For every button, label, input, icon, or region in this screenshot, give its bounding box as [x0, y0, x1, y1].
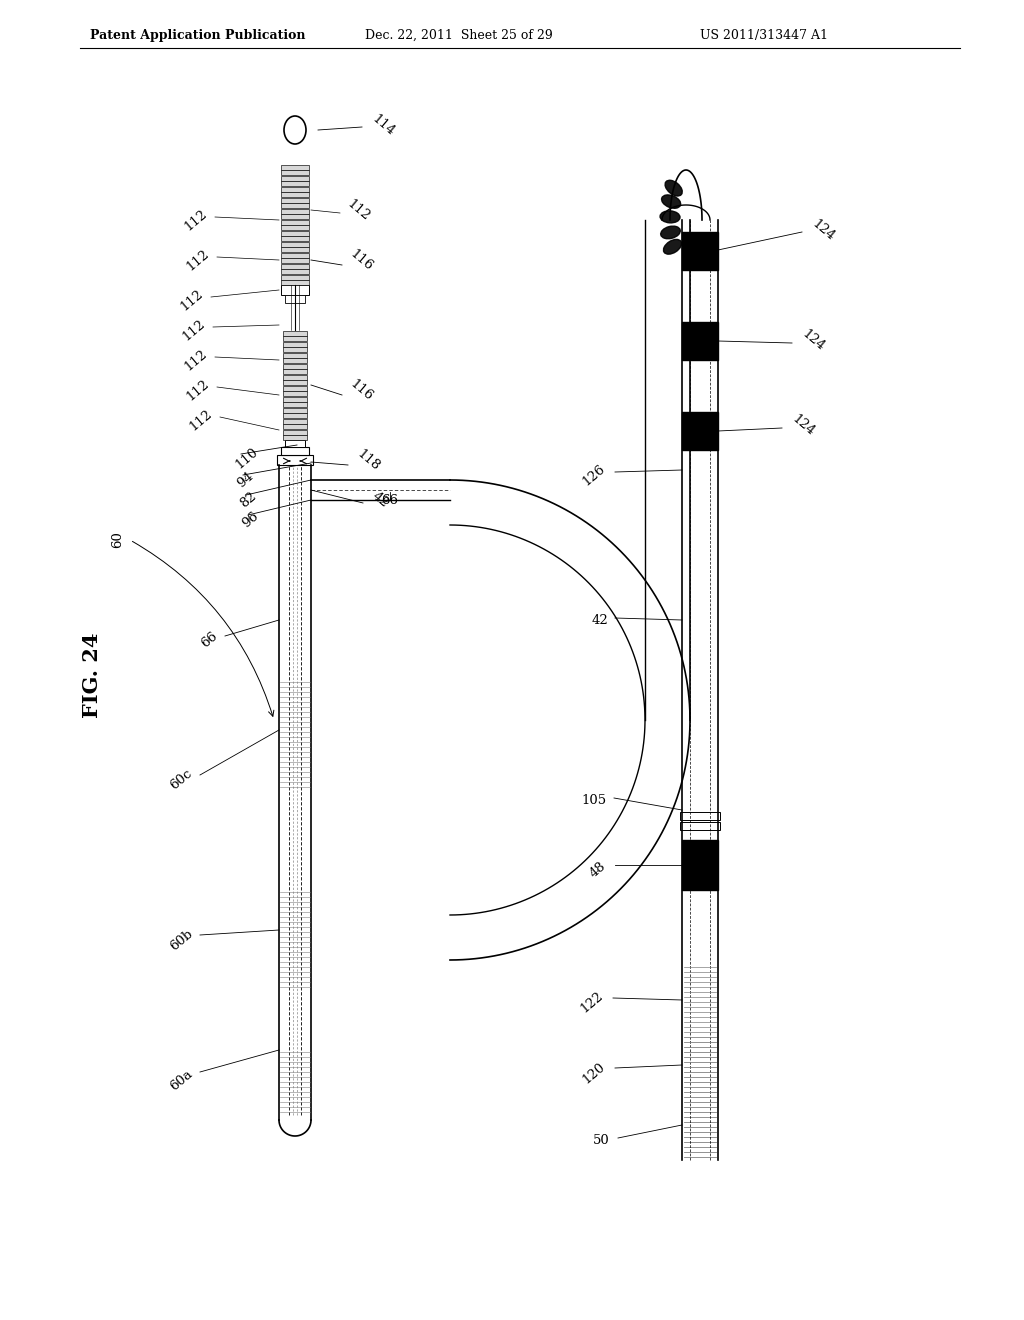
- Bar: [283, 363, 307, 368]
- Bar: [281, 264, 309, 268]
- Bar: [281, 280, 309, 285]
- Bar: [281, 247, 309, 252]
- Text: 112: 112: [184, 247, 212, 273]
- Text: 105: 105: [582, 793, 607, 807]
- Bar: [283, 375, 307, 380]
- Text: 110: 110: [233, 445, 260, 471]
- Text: 112: 112: [184, 378, 212, 403]
- Bar: [285, 294, 305, 304]
- Ellipse shape: [284, 116, 306, 144]
- Text: 96: 96: [240, 510, 261, 531]
- Text: 66: 66: [382, 494, 398, 507]
- Bar: [680, 822, 720, 830]
- Text: 82: 82: [238, 490, 259, 511]
- Bar: [281, 198, 309, 202]
- Text: 60c: 60c: [168, 767, 195, 793]
- Text: 50: 50: [593, 1134, 610, 1147]
- Text: 116: 116: [348, 247, 376, 273]
- Ellipse shape: [662, 195, 681, 209]
- Bar: [283, 413, 307, 418]
- Bar: [283, 370, 307, 374]
- Bar: [283, 424, 307, 429]
- Bar: [281, 236, 309, 242]
- Bar: [281, 275, 309, 280]
- Bar: [281, 242, 309, 247]
- Bar: [281, 214, 309, 219]
- Text: 48: 48: [587, 859, 608, 880]
- Text: US 2011/313447 A1: US 2011/313447 A1: [700, 29, 828, 41]
- Bar: [281, 219, 309, 224]
- Bar: [283, 429, 307, 434]
- Text: 60b: 60b: [167, 927, 195, 953]
- Bar: [283, 337, 307, 341]
- Text: 42: 42: [591, 614, 608, 627]
- Bar: [682, 232, 718, 271]
- Bar: [283, 358, 307, 363]
- Bar: [281, 191, 309, 197]
- Text: 112: 112: [345, 197, 373, 223]
- Bar: [281, 181, 309, 186]
- Bar: [281, 170, 309, 176]
- Text: 126: 126: [581, 462, 608, 488]
- Bar: [281, 252, 309, 257]
- Text: 94: 94: [234, 470, 256, 491]
- Text: 112: 112: [187, 407, 215, 433]
- Text: FIG. 24: FIG. 24: [82, 632, 102, 718]
- Text: 112: 112: [180, 317, 208, 343]
- Text: 120: 120: [581, 1060, 608, 1086]
- Ellipse shape: [660, 226, 680, 239]
- Bar: [283, 347, 307, 352]
- Bar: [283, 418, 307, 424]
- Text: 124: 124: [800, 327, 827, 352]
- Text: 112: 112: [182, 347, 210, 374]
- Text: Dec. 22, 2011  Sheet 25 of 29: Dec. 22, 2011 Sheet 25 of 29: [365, 29, 553, 41]
- Ellipse shape: [665, 181, 682, 195]
- Bar: [278, 455, 313, 465]
- Text: 112: 112: [182, 207, 210, 234]
- Bar: [281, 269, 309, 275]
- Text: 122: 122: [579, 989, 606, 1015]
- Text: 114: 114: [370, 112, 397, 139]
- Text: 112: 112: [178, 286, 206, 313]
- Bar: [283, 330, 307, 335]
- Bar: [283, 352, 307, 358]
- Bar: [680, 812, 720, 820]
- Text: 124: 124: [790, 412, 817, 438]
- Bar: [283, 408, 307, 412]
- Text: 60a: 60a: [168, 1067, 195, 1093]
- Text: 124: 124: [810, 216, 838, 243]
- Bar: [281, 231, 309, 235]
- Bar: [283, 391, 307, 396]
- Bar: [283, 385, 307, 391]
- Bar: [283, 342, 307, 346]
- Text: 60: 60: [112, 532, 125, 548]
- Bar: [682, 840, 718, 890]
- Bar: [281, 447, 309, 455]
- Bar: [283, 436, 307, 440]
- Bar: [281, 209, 309, 214]
- Bar: [281, 186, 309, 191]
- Bar: [281, 224, 309, 230]
- Ellipse shape: [660, 211, 680, 223]
- Text: Patent Application Publication: Patent Application Publication: [90, 29, 305, 41]
- Bar: [682, 412, 718, 450]
- Text: 118: 118: [355, 447, 383, 473]
- Bar: [281, 285, 309, 294]
- Bar: [281, 203, 309, 209]
- Bar: [281, 165, 309, 169]
- Bar: [682, 322, 718, 360]
- Bar: [281, 176, 309, 181]
- Text: 66: 66: [199, 630, 220, 651]
- Bar: [283, 403, 307, 407]
- Bar: [283, 380, 307, 385]
- Bar: [283, 396, 307, 401]
- Bar: [281, 257, 309, 263]
- Text: 116: 116: [348, 378, 376, 403]
- Text: 42: 42: [370, 490, 391, 511]
- Bar: [285, 440, 305, 447]
- Ellipse shape: [664, 239, 682, 255]
